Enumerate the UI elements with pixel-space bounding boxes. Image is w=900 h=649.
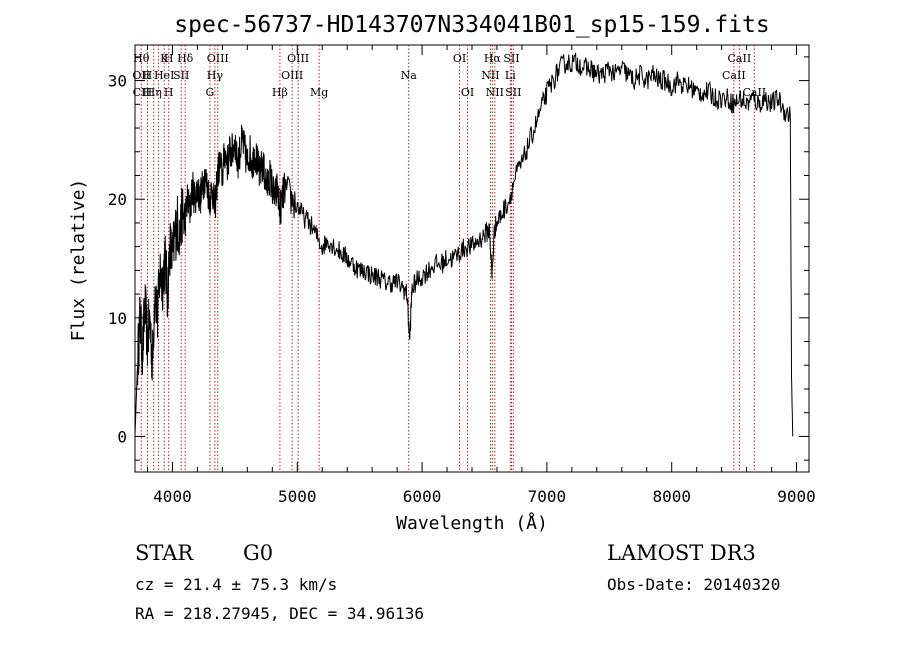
spectral-line-label: H [164,86,174,99]
x-tick-label: 4000 [153,487,192,506]
spectral-line-label: OIII [207,52,229,65]
chart-title: spec-56737-HD143707N334041B01_sp15-159.f… [174,12,769,38]
spectral-line-label: SII [503,52,519,65]
x-tick-label: 7000 [528,487,567,506]
spectral-line-label: Hγ [207,69,224,82]
spectral-line-label: SII [505,86,521,99]
spectral-line-label: Hη [146,86,162,99]
spectral-line-label: NII [481,69,499,82]
coordinates: RA = 218.27945, DEC = 34.96136 [135,604,424,623]
spectral-line-label: Mg [310,86,328,99]
x-tick-label: 5000 [278,487,317,506]
spectral-line-label: CaII [742,86,766,99]
spectral-line-label: Hθ [133,52,150,65]
spectral-line-label: SII [173,69,189,82]
spectral-line-label: OI [453,52,466,65]
spectral-line-label: G [205,86,214,99]
spectral-line-label: OII [132,69,150,82]
spectral-line-markers [140,45,755,472]
spectral-line-label: H [143,86,153,99]
spectral-line-label: H [143,69,153,82]
spectral-line-label: CII [133,86,150,99]
spectral-line-label: HeI [154,69,174,82]
spectral-line-labels: HθOIICIIHHHηKHeIHHSIIHδGHγOIIIHβOIIIOIII… [132,52,766,99]
x-tick-label: 9000 [777,487,816,506]
spectral-line-label: NII [486,86,504,99]
survey-name: LAMOST DR3 [607,541,756,565]
y-tick-label: 0 [117,427,127,446]
spectral-line-label: H [164,52,174,65]
spectral-line-label: OIII [281,69,303,82]
x-axis: 4000 5000 6000 7000 8000 9000 [146,45,816,506]
y-axis: 0 10 20 30 [108,56,809,461]
redshift-velocity: cz = 21.4 ± 75.3 km/s [135,575,337,594]
y-axis-label: Flux (relative) [68,179,89,342]
spectral-line-label: Hβ [272,86,288,99]
plot-frame [134,44,810,473]
y-tick-label: 20 [108,190,127,209]
spectral-line-label: Li [505,69,516,82]
spectral-line-label: CaII [722,69,746,82]
spectral-line-label: Hα [484,52,502,65]
spectral-line-label: CaII [728,52,752,65]
x-tick-label: 8000 [652,487,691,506]
y-tick-label: 10 [108,309,127,328]
spectrum-series-line [134,52,794,437]
spectral-line-label: OIII [287,52,309,65]
spectral-line-label: OI [461,86,474,99]
x-axis-label: Wavelength (Å) [396,512,548,534]
x-tick-label: 6000 [403,487,442,506]
spectral-line-label: Na [401,69,418,82]
y-tick-label: 30 [108,72,127,91]
spectral-line-label: K [160,52,169,65]
object-subclass: G0 [243,541,273,565]
spectral-line-label: Hδ [177,52,194,65]
observation-date: Obs-Date: 20140320 [607,575,780,594]
object-class: STAR [135,541,194,565]
